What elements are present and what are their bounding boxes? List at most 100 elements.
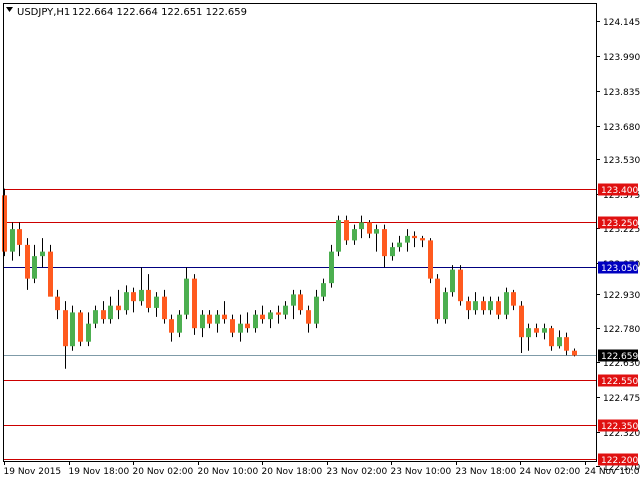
candle-body-bull	[390, 247, 395, 256]
price-tick-label: 124.145	[603, 18, 640, 28]
candle	[542, 324, 547, 340]
time-tick-label: 23 Nov 10:00	[391, 467, 452, 477]
candle	[298, 290, 303, 315]
candle	[207, 310, 212, 328]
candle-body-bull	[177, 315, 182, 333]
candle-body-bear	[207, 315, 212, 324]
price-tag-123.250: 123.250	[598, 217, 638, 230]
candle	[572, 348, 577, 356]
candle	[367, 220, 372, 238]
candle-body-bear	[169, 319, 174, 333]
candle-body-bull	[291, 294, 296, 305]
candle	[420, 236, 425, 247]
candle-body-bear	[116, 306, 121, 311]
time-tick-label: 23 Nov 18:00	[456, 467, 517, 477]
horizontal-levels	[4, 190, 596, 460]
candle-body-bear	[192, 279, 197, 329]
candle	[177, 310, 182, 337]
time-tick-label: 20 Nov 10:00	[198, 467, 259, 477]
candle-body-bear	[344, 220, 349, 240]
candle	[253, 310, 258, 333]
candle-body-bull	[238, 324, 243, 333]
candle-body-bull	[321, 283, 326, 297]
candle	[473, 292, 478, 315]
candle	[344, 216, 349, 245]
candle	[78, 310, 83, 346]
candle-body-bear	[25, 245, 30, 279]
candle-body-bull	[86, 324, 91, 342]
candle-body-bear	[162, 297, 167, 320]
price-tag-122.659: 122.659	[598, 350, 638, 363]
time-tick-label: 19 Nov 18:00	[69, 467, 130, 477]
candle-body-bull	[108, 306, 113, 320]
candle	[48, 245, 53, 297]
candle-body-bull	[200, 315, 205, 329]
price-tick-label: 123.680	[603, 123, 640, 133]
candle-body-bear	[428, 240, 433, 278]
time-tick-label: 23 Nov 02:00	[327, 467, 388, 477]
candle	[564, 333, 569, 356]
candle	[215, 310, 220, 333]
price-axis[interactable]: 124.145123.990123.835123.680123.530123.3…	[596, 18, 640, 473]
candle-body-bear	[55, 297, 60, 311]
candle-body-bull	[124, 292, 129, 310]
candle-body-bull	[352, 229, 357, 240]
candle	[511, 290, 516, 310]
candle	[101, 301, 106, 324]
candle	[519, 301, 524, 353]
candle	[443, 288, 448, 324]
candle-body-bull	[154, 297, 159, 308]
price-tag-122.550: 122.550	[598, 375, 638, 388]
candle-body-bear	[549, 328, 554, 346]
candle	[116, 290, 121, 319]
candle-body-bear	[298, 294, 303, 310]
candle-body-bear	[511, 292, 516, 306]
candle-body-bull	[443, 292, 448, 319]
candle	[534, 324, 539, 338]
candle-body-bear	[230, 319, 235, 333]
price-tick-label: 123.990	[603, 53, 640, 63]
candle-body-bear	[412, 236, 417, 238]
price-tag-122.200: 122.200	[598, 454, 638, 467]
candle	[557, 330, 562, 348]
price-tag-123.050: 123.050	[598, 262, 638, 275]
candle	[291, 290, 296, 319]
candle-body-bear	[146, 290, 151, 308]
candle	[222, 301, 227, 324]
candle-body-bull	[10, 229, 15, 252]
candle-body-bull	[450, 270, 455, 293]
price-tag-label: 122.200	[601, 456, 638, 466]
candle	[169, 315, 174, 342]
candle	[390, 243, 395, 261]
candle-body-bear	[306, 310, 311, 324]
time-tick-label: 24 Nov 02:00	[520, 467, 581, 477]
candle	[245, 312, 250, 332]
candle	[504, 288, 509, 320]
candle	[162, 290, 167, 324]
candle	[450, 265, 455, 297]
price-tag-label: 122.350	[601, 422, 638, 432]
price-tag-label: 123.250	[601, 219, 638, 229]
candle-body-bear	[458, 270, 463, 302]
candle	[70, 306, 75, 351]
candle-body-bull	[283, 306, 288, 315]
candle	[230, 315, 235, 338]
candle-body-bear	[420, 238, 425, 240]
candle-body-bear	[2, 195, 7, 251]
chart-header: USDJPY,H1 122.664 122.664 122.651 122.65…	[6, 7, 247, 18]
candle-body-bear	[131, 292, 136, 301]
candle-body-bear	[572, 351, 577, 356]
candles	[2, 189, 577, 369]
candle	[124, 285, 129, 314]
candle	[131, 288, 136, 313]
candle	[40, 238, 45, 267]
candle-body-bull	[253, 315, 258, 329]
candle-body-bear	[481, 301, 486, 310]
time-tick-label: 24 Nov 10:00	[585, 467, 640, 477]
candle	[397, 236, 402, 252]
candle	[10, 222, 15, 260]
candle-body-bull	[139, 290, 144, 301]
